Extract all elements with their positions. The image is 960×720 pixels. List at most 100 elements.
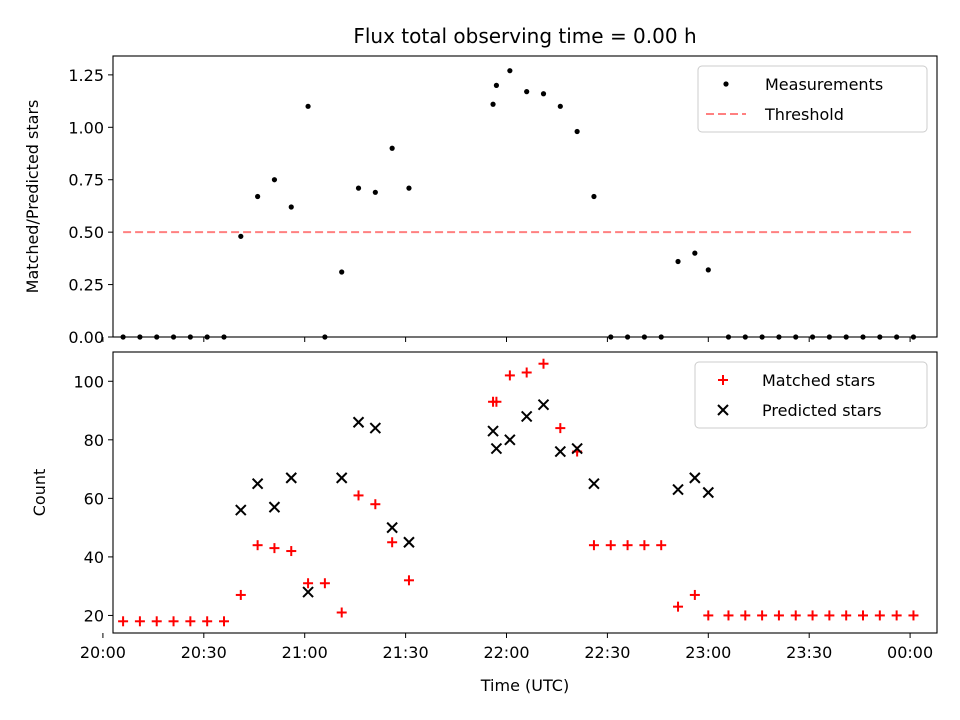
legend-box bbox=[697, 65, 928, 133]
data-point bbox=[908, 610, 919, 621]
y-tick-label: 1.25 bbox=[68, 66, 104, 85]
data-point bbox=[538, 358, 549, 369]
data-point bbox=[673, 601, 684, 612]
data-point bbox=[221, 334, 227, 340]
data-point bbox=[269, 543, 280, 554]
data-point bbox=[302, 586, 314, 598]
data-point bbox=[504, 434, 516, 446]
data-point bbox=[790, 610, 801, 621]
data-point bbox=[154, 334, 160, 340]
y-axis-label: Matched/Predicted stars bbox=[23, 100, 42, 294]
legend-marker bbox=[717, 404, 729, 416]
data-point bbox=[571, 442, 583, 455]
y-tick-label: 0.00 bbox=[68, 328, 104, 347]
data-point bbox=[672, 483, 684, 496]
data-point bbox=[369, 422, 382, 434]
data-point bbox=[608, 334, 614, 340]
data-point bbox=[807, 610, 818, 621]
data-point bbox=[588, 540, 599, 551]
data-point bbox=[894, 334, 900, 340]
x-tick-label: 20:00 bbox=[80, 643, 126, 662]
data-point bbox=[689, 472, 701, 484]
y-tick-label: 60 bbox=[84, 489, 104, 508]
data-point bbox=[723, 610, 734, 621]
data-point bbox=[490, 442, 503, 455]
data-point bbox=[353, 490, 364, 501]
legend: Matched stars Predicted stars bbox=[694, 361, 928, 429]
data-point bbox=[702, 486, 715, 499]
data-point bbox=[656, 540, 667, 551]
data-point bbox=[841, 610, 852, 621]
legend-marker bbox=[723, 81, 729, 87]
legend-label: Measurements bbox=[765, 75, 883, 94]
data-point bbox=[537, 398, 550, 411]
x-tick-label: 21:30 bbox=[383, 643, 429, 662]
data-point bbox=[740, 610, 751, 621]
data-point bbox=[288, 204, 294, 210]
data-point bbox=[386, 521, 398, 534]
y-tick-label: 0.25 bbox=[68, 276, 104, 295]
data-point bbox=[218, 616, 229, 627]
data-point bbox=[675, 258, 681, 265]
data-point bbox=[355, 185, 362, 191]
legend-label: Predicted stars bbox=[762, 401, 882, 420]
x-tick-label: 00:00 bbox=[887, 643, 933, 662]
data-point bbox=[118, 616, 129, 627]
data-point bbox=[520, 410, 533, 423]
data-point bbox=[252, 540, 263, 551]
data-point bbox=[641, 334, 647, 340]
series-measurements bbox=[120, 68, 917, 340]
legend-item: Threshold bbox=[706, 105, 844, 124]
data-point bbox=[137, 334, 143, 340]
legend-item: Matched stars bbox=[718, 371, 875, 390]
data-point bbox=[757, 610, 768, 621]
data-point bbox=[622, 540, 633, 551]
data-point bbox=[910, 334, 917, 340]
data-point bbox=[187, 334, 193, 340]
data-point bbox=[877, 334, 883, 340]
data-point bbox=[554, 445, 567, 458]
data-point bbox=[305, 103, 311, 109]
data-point bbox=[322, 334, 328, 340]
data-point bbox=[705, 267, 711, 273]
data-point bbox=[151, 616, 162, 627]
legend: Measurements Threshold bbox=[697, 65, 928, 133]
data-point bbox=[168, 616, 179, 627]
data-point bbox=[574, 128, 580, 135]
axes-frame bbox=[112, 351, 938, 634]
y-tick-label: 40 bbox=[84, 548, 104, 567]
y-tick-label: 20 bbox=[84, 606, 104, 625]
data-point bbox=[605, 540, 616, 551]
legend-box bbox=[694, 361, 928, 429]
data-point bbox=[238, 233, 244, 239]
data-point bbox=[389, 145, 395, 151]
top-panel-ratio: 0.00 0.25 0.50 0.75 1.00 1.25 Matched/Predicte… bbox=[23, 55, 938, 347]
data-point bbox=[773, 610, 784, 621]
x-axis-label: Time (UTC) bbox=[480, 676, 569, 695]
data-point bbox=[487, 425, 499, 437]
data-point bbox=[319, 578, 330, 589]
data-point bbox=[891, 610, 902, 621]
data-point bbox=[251, 478, 264, 490]
data-point bbox=[504, 370, 515, 381]
series-predicted-stars bbox=[235, 398, 715, 598]
data-point bbox=[370, 499, 381, 510]
x-tick-label: 23:00 bbox=[685, 643, 731, 662]
data-point bbox=[507, 68, 513, 74]
data-point bbox=[540, 91, 547, 97]
data-point bbox=[235, 504, 247, 516]
data-point bbox=[403, 536, 415, 548]
data-point bbox=[490, 101, 496, 107]
data-point bbox=[372, 189, 378, 195]
data-point bbox=[824, 610, 835, 621]
data-point bbox=[776, 334, 782, 340]
data-point bbox=[658, 334, 664, 340]
axes-frame bbox=[112, 55, 938, 338]
data-point bbox=[170, 334, 177, 340]
data-point bbox=[826, 334, 832, 340]
data-point bbox=[524, 89, 530, 95]
data-point bbox=[271, 177, 278, 183]
x-tick-label: 22:00 bbox=[483, 643, 529, 662]
data-point bbox=[403, 575, 414, 586]
